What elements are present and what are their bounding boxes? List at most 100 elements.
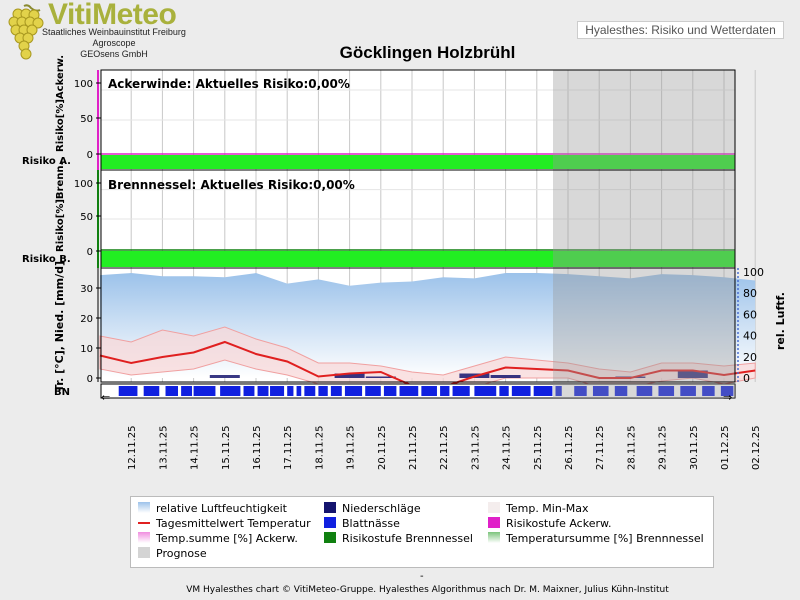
grape-stem <box>23 4 41 12</box>
date-label: 21.11.25 <box>408 425 419 470</box>
leaf-wetness-block <box>344 386 363 396</box>
brennnessel-tick-label: 0 <box>87 247 93 258</box>
legend-label: Temperatursumme [%] Brennnessel <box>506 532 704 545</box>
leaf-wetness-block <box>143 386 160 396</box>
leaf-wetness-block <box>318 386 328 396</box>
leaf-wetness-block <box>511 386 531 396</box>
date-label: 28.11.25 <box>626 425 637 470</box>
legend-item: Niederschläge <box>324 502 421 515</box>
risk-b-label: Risiko B. <box>22 254 71 265</box>
leaf-wetness-block <box>658 386 675 396</box>
leaf-wetness-block <box>574 386 587 396</box>
date-label: 22.11.25 <box>439 425 450 470</box>
date-label: 30.11.25 <box>689 425 700 470</box>
legend-swatch <box>488 502 500 513</box>
header-label[interactable]: Hyalesthes: Risiko und Wetterdaten <box>577 21 784 39</box>
legend-item: Tagesmittelwert Temperatur <box>138 517 311 530</box>
leaf-wetness-block <box>193 386 216 396</box>
scroll-left-icon[interactable]: ⇐ <box>101 391 110 404</box>
legend-label: Temp.summe [%] Ackerw. <box>156 532 298 545</box>
date-label: 25.11.25 <box>533 425 544 470</box>
date-label: 01.12.25 <box>720 425 731 470</box>
leaf-wetness-block <box>702 386 715 396</box>
legend-swatch <box>488 532 500 543</box>
legend-item: relative Luftfeuchtigkeit <box>138 502 287 515</box>
date-label: 02.12.25 <box>751 425 762 470</box>
humidity-tick-label: 20 <box>743 351 757 364</box>
legend-item: Risikostufe Brennnessel <box>324 532 473 545</box>
date-label: 16.11.25 <box>252 425 263 470</box>
humidity-tick-label: 40 <box>743 330 757 343</box>
leaf-wetness-block <box>220 386 241 396</box>
grape-logo-icon <box>8 4 44 60</box>
scroll-right-icon[interactable]: ⇒ <box>723 391 732 404</box>
date-label: 17.11.25 <box>283 425 294 470</box>
leaf-wetness-block <box>614 386 628 396</box>
leaf-wetness-block <box>533 386 553 396</box>
risk-level-bar <box>101 155 735 169</box>
legend-label: Niederschläge <box>342 502 421 515</box>
footer-credit: VM Hyalesthes chart © VitiMeteo-Gruppe. … <box>186 585 669 595</box>
leaf-wetness-block <box>474 386 497 396</box>
legend-label: Risikostufe Ackerw. <box>506 517 612 530</box>
leaf-wetness-block <box>399 386 419 396</box>
brennnessel-y-label: Risiko[%]Brenn. <box>55 162 66 252</box>
logo-subtitle-1: Staatliches Weinbauinstitut Freiburg <box>42 27 186 37</box>
legend-item: Temp.summe [%] Ackerw. <box>138 532 298 545</box>
leaf-wetness-block <box>636 386 653 396</box>
leaf-wetness-block <box>680 386 696 396</box>
legend-item: Blattnässe <box>324 517 400 530</box>
leaf-wetness-block <box>365 386 381 396</box>
temp-min-max-band <box>99 326 756 397</box>
legend-label: Temp. Min-Max <box>506 502 589 515</box>
leaf-wetness-block <box>118 386 138 396</box>
legend-swatch <box>324 532 336 543</box>
precipitation-bar <box>334 373 365 378</box>
date-label: 20.11.25 <box>377 425 388 470</box>
chart-title: Göcklingen Holzbrühl <box>339 43 516 62</box>
legend-label: Tagesmittelwert Temperatur <box>156 517 311 530</box>
leaf-wetness-block <box>270 386 285 396</box>
grape-berry <box>32 17 44 29</box>
brennnessel-tick-label: 50 <box>80 212 93 223</box>
brennnessel-tick-label: 100 <box>74 179 93 190</box>
precipitation-bar <box>365 376 396 378</box>
date-label: 12.11.25 <box>127 425 138 470</box>
leaf-wetness-block <box>243 386 255 396</box>
leaf-wetness-block <box>421 386 437 396</box>
risk-a-label: Risiko A. <box>22 156 71 167</box>
forecast-shading <box>553 70 735 382</box>
brennnessel-risk-title: Brennnessel: Aktuelles Risiko:0,00% <box>108 178 355 192</box>
legend-swatch <box>324 517 336 528</box>
legend-swatch <box>138 502 150 513</box>
leaf-wetness-block <box>720 386 734 396</box>
ackerwinde-tick-label: 0 <box>87 150 93 161</box>
leaf-wetness-block <box>181 386 193 396</box>
temperature-tick-label: 30 <box>80 284 93 295</box>
precipitation-bar <box>677 370 708 378</box>
leaf-wetness-block <box>257 386 269 396</box>
logo-subtitle-3: GEOsens GmbH <box>80 49 148 59</box>
leaf-wetness-block <box>440 386 450 396</box>
leaf-wetness-block <box>555 386 562 396</box>
date-label: 29.11.25 <box>658 425 669 470</box>
leaf-wetness-block <box>287 386 294 396</box>
legend-item: Temperatursumme [%] Brennnessel <box>488 532 704 545</box>
leaf-wetness-block <box>296 386 302 396</box>
humidity-tick-label: 0 <box>743 372 750 385</box>
ackerwinde-tick-label: 100 <box>74 79 93 90</box>
date-label: 18.11.25 <box>314 425 325 470</box>
panel-frame <box>100 267 736 383</box>
legend-label: Prognose <box>156 547 207 560</box>
legend-item: Risikostufe Ackerw. <box>488 517 611 530</box>
temperature-tick-label: 20 <box>80 314 93 325</box>
date-label: 26.11.25 <box>564 425 575 470</box>
legend-swatch <box>138 547 150 558</box>
legend-item: Prognose <box>138 547 207 560</box>
legend-swatch <box>138 532 150 543</box>
legend-label: Blattnässe <box>342 517 400 530</box>
risk-level-bar <box>101 251 735 267</box>
temperature-tick-label: 10 <box>80 344 93 355</box>
legend-item: Temp. Min-Max <box>488 502 589 515</box>
ackerwinde-risk-title: Ackerwinde: Aktuelles Risiko:0,00% <box>108 77 350 91</box>
